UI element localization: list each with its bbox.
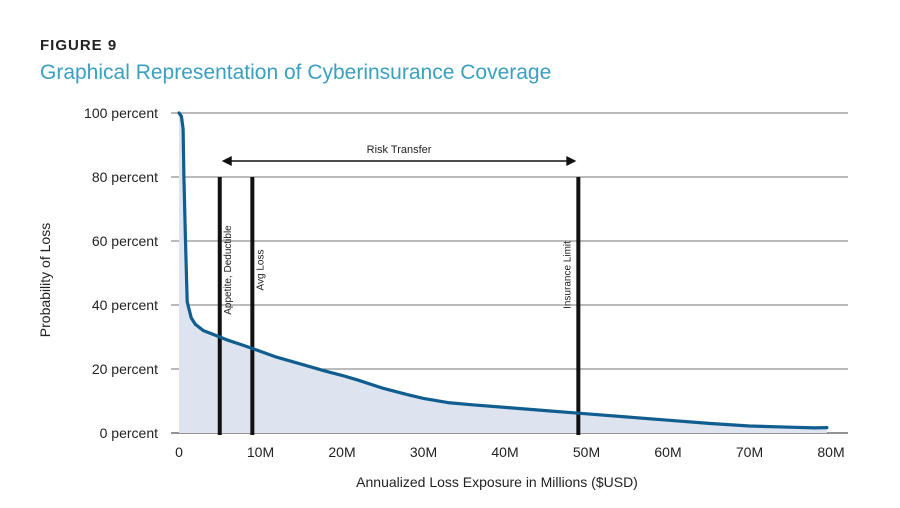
y-tick-label: 60 percent — [92, 233, 158, 249]
y-tick-label: 40 percent — [92, 297, 158, 313]
curve-area-fill — [179, 113, 827, 433]
risk-transfer-label: Risk Transfer — [367, 144, 432, 156]
y-tick-label: 100 percent — [84, 105, 158, 121]
x-tick-label: 60M — [654, 444, 681, 460]
x-tick-label: 0 — [175, 444, 183, 460]
x-tick-label: 30M — [410, 444, 437, 460]
x-tick-label: 10M — [247, 444, 274, 460]
x-tick-labels: 0 10M 20M 30M 40M 50M 60M 70M 80M — [175, 444, 845, 460]
marker-label: Appetite, Deductible — [223, 225, 234, 315]
figure-label: FIGURE 9 — [40, 37, 118, 54]
arrow-head-right — [566, 156, 577, 166]
threshold-markers: Appetite, Deductible Avg Loss Insurance Li… — [217, 177, 581, 435]
arrow-head-left — [221, 156, 232, 166]
y-tick-label: 0 percent — [100, 425, 158, 441]
x-tick-label: 50M — [573, 444, 600, 460]
x-tick-label: 80M — [817, 444, 844, 460]
x-tick-label: 70M — [736, 444, 763, 460]
x-tick-label: 40M — [491, 444, 518, 460]
marker-label: Insurance Limit — [562, 241, 573, 309]
x-tick-label: 20M — [328, 444, 355, 460]
y-tick-label: 80 percent — [92, 169, 158, 185]
x-axis-title: Annualized Loss Exposure in Millions ($U… — [356, 474, 638, 490]
figure-title: Graphical Representation of Cyberinsuran… — [40, 61, 552, 84]
y-axis-title: Probability of Loss — [37, 223, 53, 337]
marker-label: Avg Loss — [255, 250, 266, 291]
loss-exceedance-line — [177, 111, 829, 430]
annotations: Risk Transfer — [221, 144, 577, 166]
y-tick-label: 20 percent — [92, 361, 158, 377]
y-tick-labels: 0 percent 20 percent 40 percent 60 percent 8… — [84, 105, 158, 441]
